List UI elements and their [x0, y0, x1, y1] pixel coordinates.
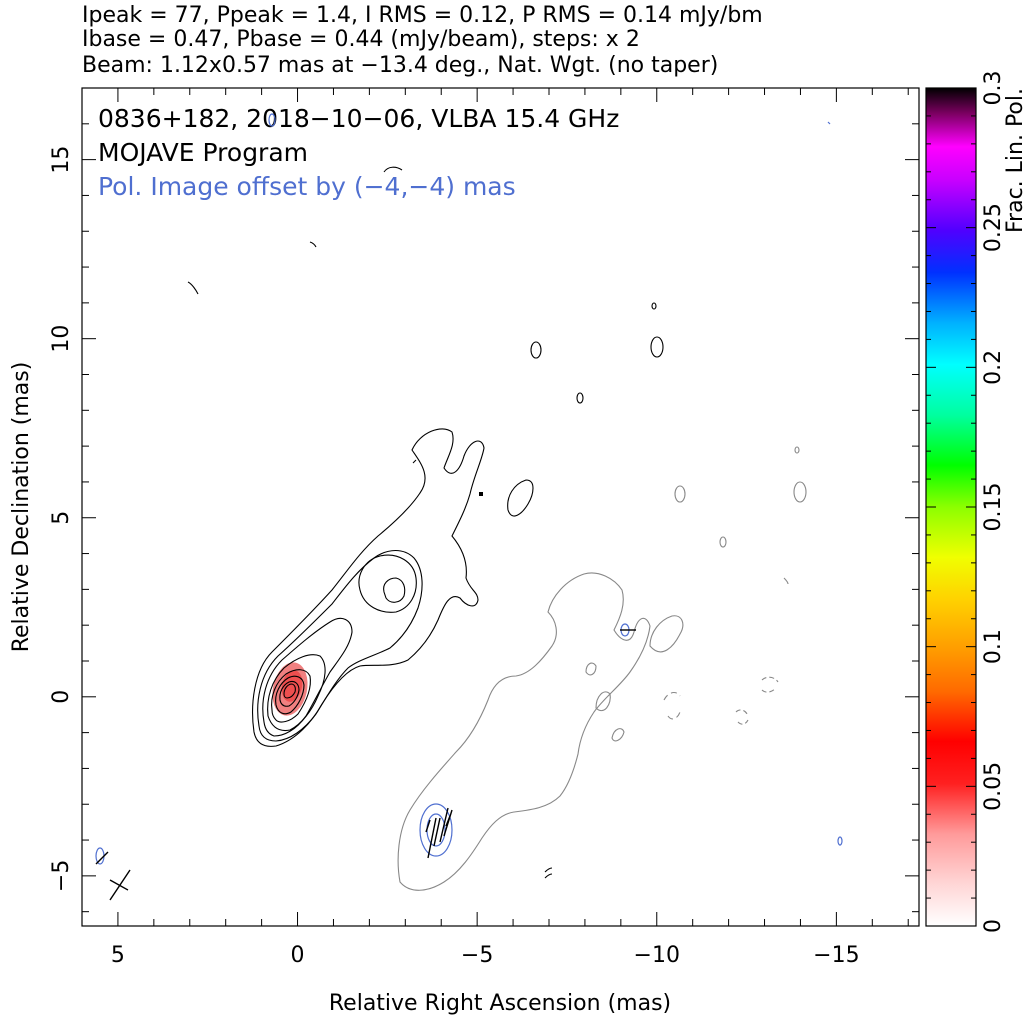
- offset-pol-contours: [397, 446, 807, 891]
- x-tick-label: −5: [461, 943, 493, 968]
- evpa-vectors: [95, 629, 636, 865]
- pol-intensity-contours: [95, 113, 843, 865]
- source-label: 0836+182, 2018−10−06, VLBA 15.4 GHz: [98, 104, 619, 133]
- y-tick-label: 15: [49, 146, 74, 174]
- program-label: MOJAVE Program: [98, 138, 308, 167]
- y-tick-label: 0: [49, 690, 74, 704]
- y-tick-label: 5: [49, 511, 74, 525]
- jet-outer-contour: [252, 428, 485, 747]
- colorbar-tick-label: 0.2: [981, 350, 1006, 385]
- axis-ticks: [81, 87, 919, 926]
- y-axis-title: Relative Declination (mas): [9, 362, 34, 653]
- y-tick-label: −5: [49, 860, 74, 892]
- colorbar-title: Frac. Lin. Pol.: [1003, 88, 1027, 233]
- y-tick-label: 10: [49, 325, 74, 353]
- x-axis-title: Relative Right Ascension (mas): [329, 991, 671, 1016]
- colorbar-tick-label: 0.15: [981, 483, 1006, 532]
- pol-offset-label: Pol. Image offset by (−4,−4) mas: [98, 172, 516, 201]
- x-tick-label: −10: [634, 943, 680, 968]
- axis-tick-labels: 5 0 −5 −10 −15 −5 0 5 10 15: [49, 146, 860, 968]
- x-tick-label: −15: [813, 943, 859, 968]
- header-line-2: Ibase = 0.47, Pbase = 0.44 (mJy/beam), s…: [82, 27, 640, 52]
- colorbar-tick-labels: 0 0.05 0.1 0.15 0.2 0.25 0.3: [981, 71, 1006, 934]
- header-line-1: Ipeak = 77, Ppeak = 1.4, I RMS = 0.12, P…: [82, 3, 763, 28]
- colorbar-tick-label: 0.1: [981, 629, 1006, 664]
- total-intensity-contours: [109, 166, 664, 901]
- colorbar-ticks: [926, 87, 976, 927]
- x-tick-label: 5: [111, 943, 125, 968]
- colorbar-tick-label: 0.25: [981, 203, 1006, 252]
- x-tick-label: 0: [291, 943, 305, 968]
- header-line-3: Beam: 1.12x0.57 mas at −13.4 deg., Nat. …: [82, 53, 719, 78]
- plot-frame: [81, 87, 920, 927]
- colorbar-tick-label: 0: [981, 919, 1006, 933]
- colorbar-tick-label: 0.05: [981, 762, 1006, 811]
- colorbar-tick-label: 0.3: [981, 71, 1006, 106]
